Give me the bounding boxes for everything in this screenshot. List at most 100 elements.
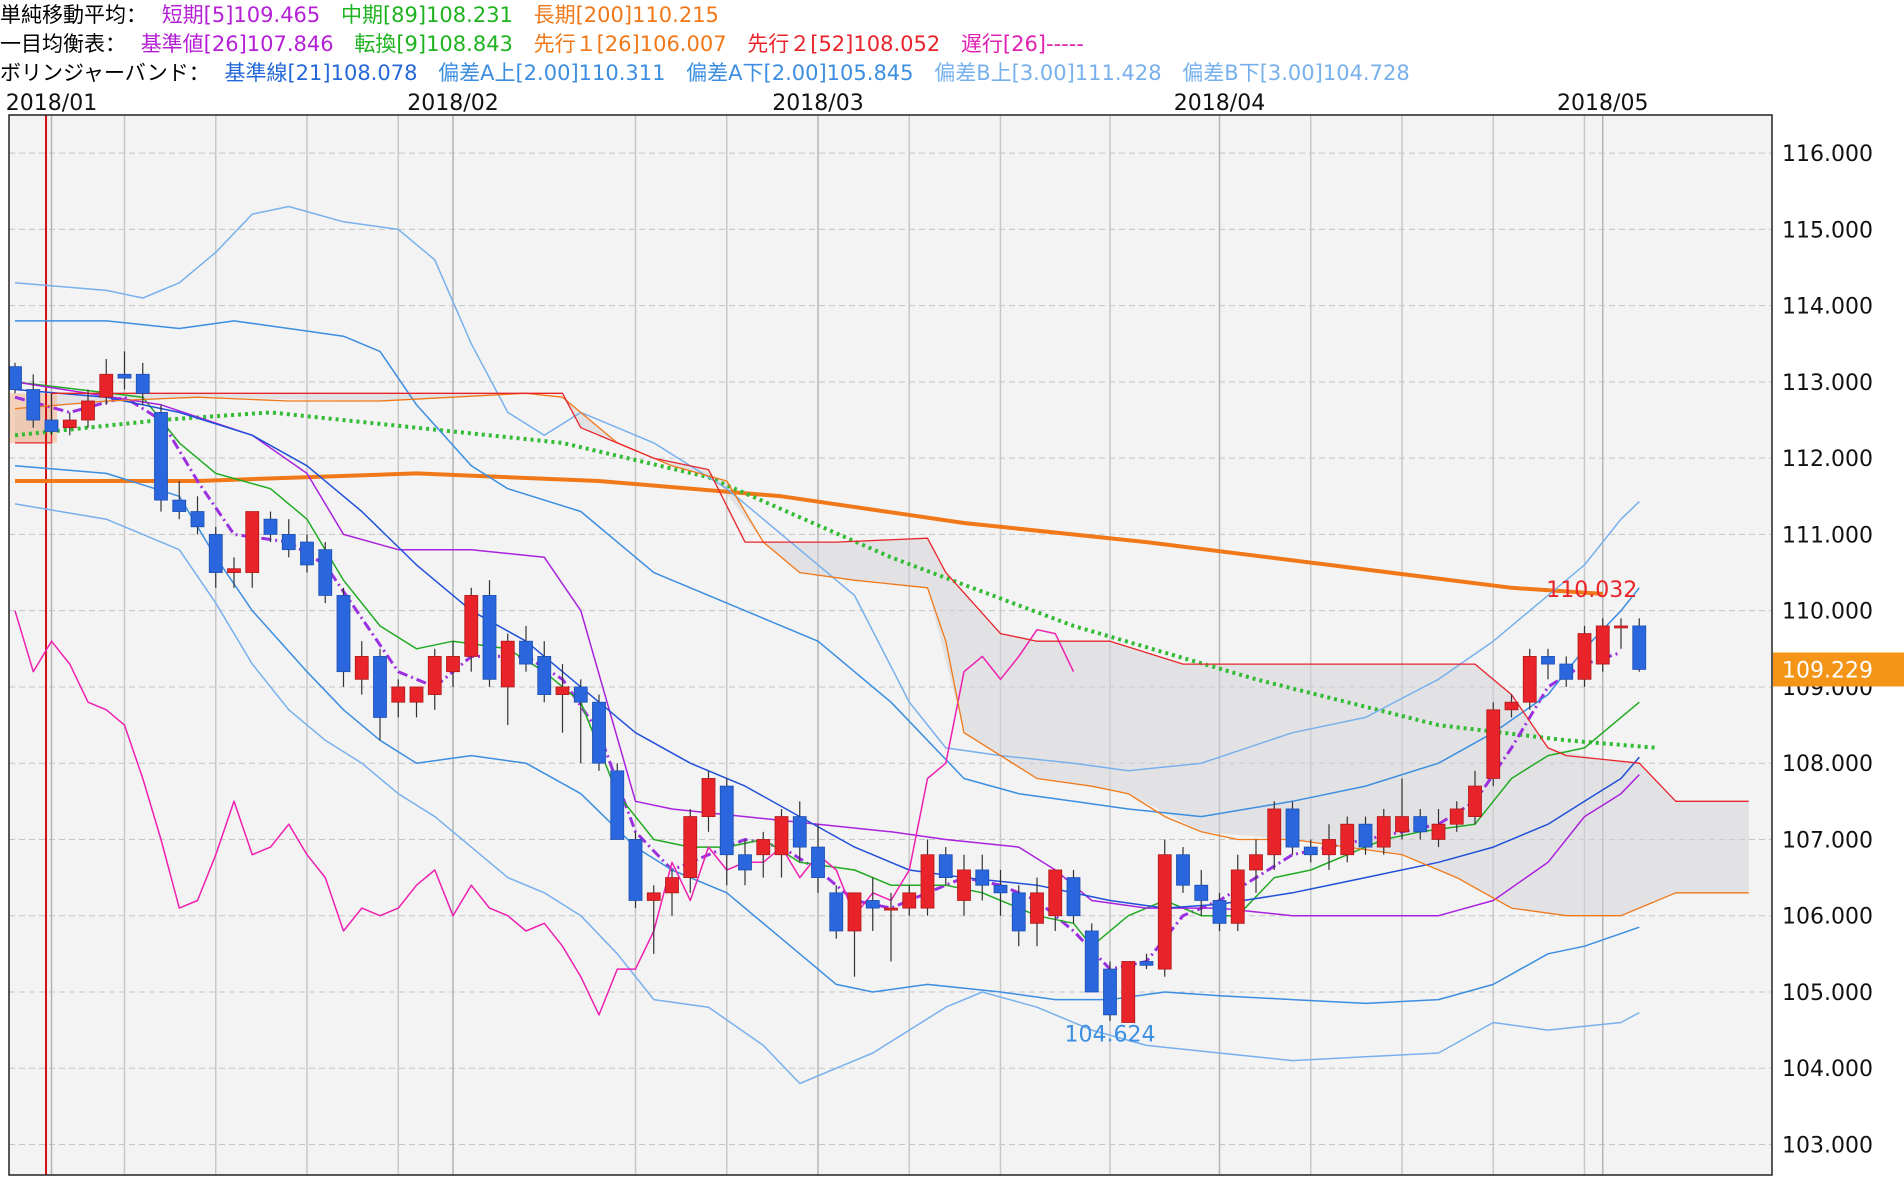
legend-row-bollinger: ボリンジャーバンド： 基準線[21]108.078 偏差A上[2.00]110.… — [0, 60, 1904, 86]
candle-body — [1194, 884, 1209, 901]
candle-body — [628, 839, 643, 901]
candle-body — [1595, 625, 1610, 665]
legend-sma-label: 単純移動平均： — [0, 3, 147, 27]
x-month-label: 2018/05 — [1557, 91, 1648, 116]
candle — [9, 362, 22, 394]
candle — [1139, 953, 1154, 970]
candle — [1340, 816, 1355, 863]
candle — [957, 854, 971, 916]
candle — [300, 534, 314, 573]
candle — [1285, 801, 1300, 855]
candle — [792, 801, 807, 863]
candle — [811, 824, 825, 893]
candle-body — [1048, 869, 1063, 917]
candle-body — [245, 511, 260, 573]
candle-body — [1249, 854, 1263, 871]
legend-ichimoku-label: 一目均衡表： — [0, 32, 126, 56]
candle — [1084, 923, 1099, 993]
candle — [1577, 625, 1592, 687]
candle — [154, 404, 168, 512]
y-tick-label: 105.000 — [1782, 981, 1873, 1006]
candle — [1395, 778, 1409, 840]
candle-body — [1395, 816, 1409, 833]
candle-body — [1011, 892, 1026, 932]
legend-senkou-b: 先行２[52]108.052 — [747, 32, 941, 56]
candle-body — [172, 499, 187, 512]
price-annotation: 110.032 — [1546, 578, 1637, 603]
candle — [628, 831, 643, 909]
candle-body — [1376, 816, 1391, 848]
candle-body — [665, 877, 679, 894]
candle — [665, 869, 679, 916]
candle-body — [409, 686, 424, 703]
candle-body — [902, 892, 917, 909]
candle-body — [62, 419, 77, 429]
candle-body — [464, 595, 479, 657]
candle-body — [1449, 808, 1464, 825]
candle — [555, 664, 570, 733]
legend-bb-a-dn: 偏差A下[2.00]105.845 — [686, 61, 914, 85]
candle-body — [391, 686, 406, 703]
candle — [318, 542, 333, 604]
y-tick-label: 108.000 — [1782, 752, 1873, 777]
candle-body — [993, 884, 1008, 894]
candle — [135, 362, 150, 405]
candle-body — [1358, 823, 1373, 848]
candle — [172, 481, 187, 520]
y-tick-label: 111.000 — [1782, 523, 1873, 548]
y-tick-label: 113.000 — [1782, 371, 1873, 396]
candle-body — [1486, 709, 1501, 779]
ichimoku-cloud — [15, 393, 1749, 916]
candle-body — [99, 373, 114, 398]
candle — [975, 854, 990, 901]
candle-body — [592, 701, 606, 764]
candle-body — [1522, 656, 1537, 703]
candle-body — [1121, 961, 1136, 1023]
y-tick-label: 107.000 — [1782, 828, 1873, 853]
candle-body — [719, 785, 734, 856]
candle — [1066, 869, 1081, 924]
candle — [1176, 847, 1190, 893]
candle — [117, 351, 132, 390]
candle — [99, 359, 114, 405]
y-tick-label: 114.000 — [1782, 295, 1873, 320]
candle — [1449, 801, 1464, 832]
candle-body — [847, 892, 862, 932]
candle — [1322, 824, 1336, 870]
candle — [227, 557, 241, 588]
candle — [354, 641, 369, 695]
legend-row-ichimoku: 一目均衡表： 基準値[26]107.846 転換[9]108.843 先行１[2… — [0, 31, 1904, 57]
candle-body — [920, 854, 935, 909]
candle — [1157, 839, 1172, 977]
candle — [62, 412, 77, 436]
candle — [427, 648, 442, 710]
candle-body — [829, 892, 844, 932]
candle-body — [1212, 900, 1227, 924]
candle — [1468, 770, 1482, 825]
price-annotation: 104.624 — [1065, 1023, 1156, 1048]
y-tick-label: 112.000 — [1782, 447, 1873, 472]
candle-body — [190, 511, 205, 528]
candle — [884, 892, 898, 962]
candle — [1212, 892, 1227, 931]
series-bb_a_dn — [14, 465, 1640, 1005]
candle — [1121, 961, 1136, 1023]
candle — [373, 648, 387, 741]
candle — [938, 847, 953, 886]
candle-body — [1340, 823, 1355, 856]
candle — [44, 393, 59, 436]
candle — [1614, 618, 1628, 649]
candle-body — [1030, 892, 1044, 924]
candle — [446, 641, 460, 687]
legend-sma-mid: 中期[89]108.231 — [340, 3, 513, 27]
candle-body — [1504, 701, 1519, 711]
candle-body — [792, 816, 807, 848]
candle-body — [884, 907, 898, 911]
series-bb_mid — [14, 388, 1640, 909]
x-month-label: 2018/01 — [6, 91, 97, 116]
legend-tenkan: 転換[9]108.843 — [354, 32, 513, 56]
series-bb_a_up — [15, 320, 1640, 818]
candle — [537, 641, 552, 703]
candle-body — [1066, 877, 1081, 917]
